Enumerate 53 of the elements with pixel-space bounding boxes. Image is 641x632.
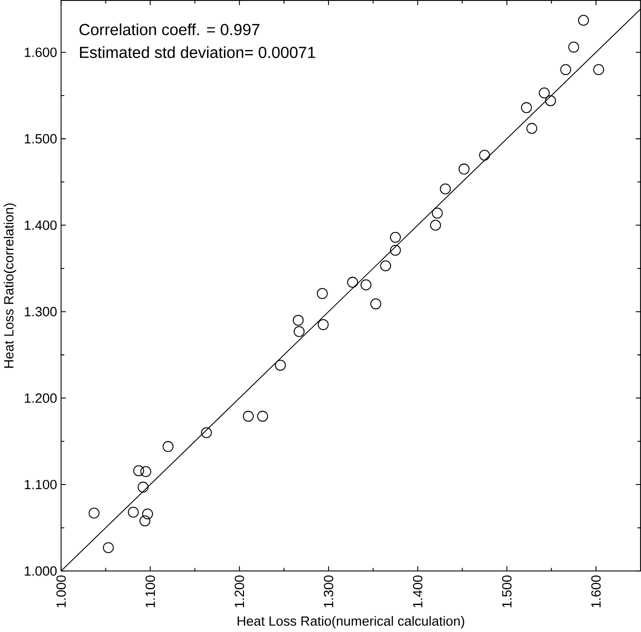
- x-tick-label: 1.200: [234, 575, 244, 608]
- point: [432, 208, 443, 218]
- point: [593, 64, 604, 75]
- y-tick-label: 1.600: [24, 48, 57, 57]
- point: [521, 102, 532, 114]
- point: [545, 95, 556, 106]
- point: [578, 14, 589, 26]
- y-tick-label: 1.000: [24, 566, 57, 576]
- y-tick-label: 1.400: [24, 220, 57, 230]
- y-tick-label: 1.500: [24, 134, 57, 144]
- x-axis-title: Heat Loss Ratio(numerical calculation): [238, 616, 464, 628]
- x-tick-label: 1.300: [324, 575, 334, 608]
- y-tick-label: 1.200: [24, 393, 57, 403]
- point: [380, 260, 392, 272]
- point: [88, 508, 100, 518]
- point: [568, 42, 580, 53]
- point: [318, 319, 329, 330]
- point: [257, 410, 268, 422]
- point: [128, 506, 139, 518]
- x-tick-label: 1.100: [146, 575, 155, 608]
- point: [294, 326, 305, 337]
- point: [526, 122, 538, 134]
- point: [138, 482, 149, 493]
- point: [102, 542, 114, 554]
- point: [200, 427, 212, 438]
- point: [140, 466, 152, 477]
- point: [479, 150, 490, 161]
- point: [347, 276, 358, 288]
- x-tick-label: 1.400: [412, 575, 422, 608]
- point: [316, 288, 328, 299]
- point: [560, 64, 572, 75]
- y-axis-title: Heat Loss Ratio(correlation): [4, 203, 16, 368]
- x-tick-label: 1.600: [591, 575, 601, 608]
- annotation: Estimated std deviation= 0.00071: [80, 46, 316, 58]
- y-tick-label: 1.100: [24, 480, 57, 490]
- point: [292, 314, 304, 326]
- point: [360, 279, 372, 290]
- point: [440, 183, 451, 194]
- point: [133, 465, 144, 476]
- point: [142, 508, 154, 520]
- point: [430, 220, 441, 231]
- point: [274, 360, 286, 371]
- point: [390, 232, 401, 243]
- point: [538, 87, 550, 98]
- point: [139, 515, 150, 526]
- point: [458, 164, 470, 174]
- point: [370, 298, 382, 310]
- y-tick-label: 1.300: [24, 306, 57, 316]
- x-tick-label: 1.500: [502, 575, 512, 608]
- point: [390, 244, 401, 256]
- point: [162, 441, 174, 452]
- point: [242, 410, 254, 422]
- annotation: Correlation coeff. = 0.997: [80, 23, 260, 36]
